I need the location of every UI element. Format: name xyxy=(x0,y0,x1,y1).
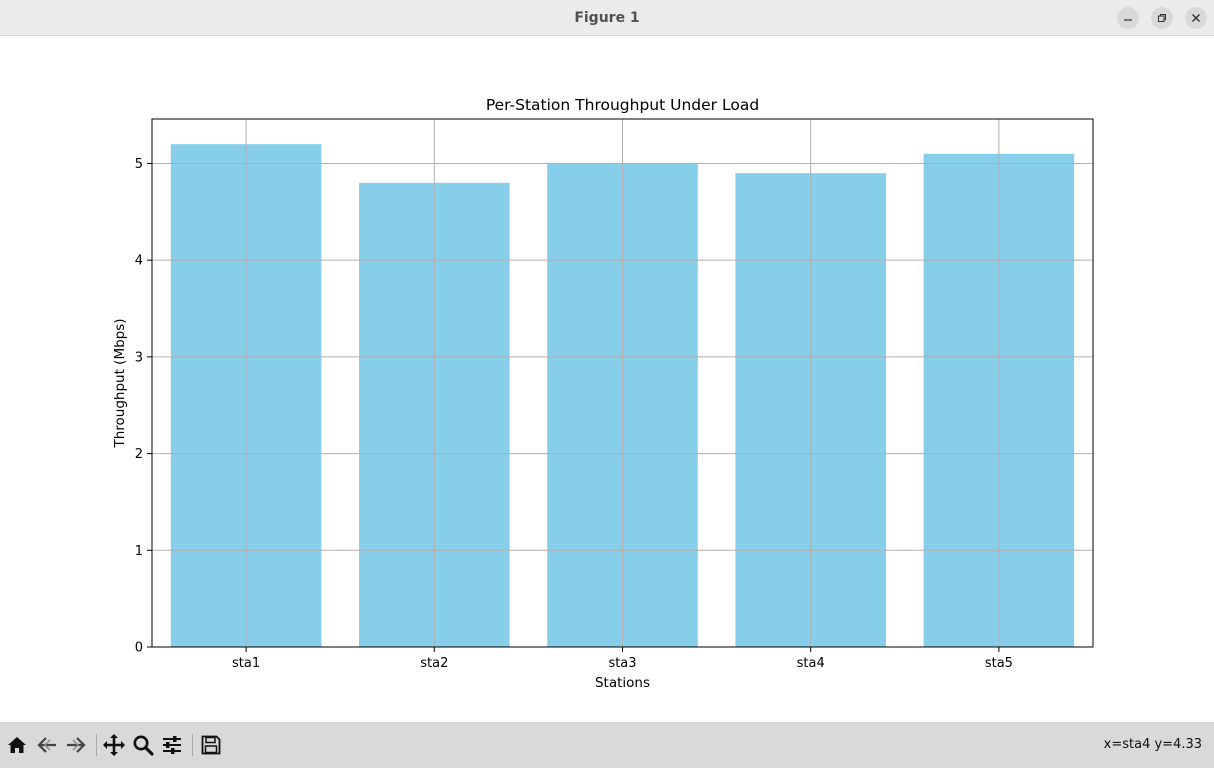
window-titlebar: Figure 1 xyxy=(0,0,1214,36)
x-tick-label: sta4 xyxy=(797,656,825,671)
save-button[interactable] xyxy=(198,732,224,758)
home-button[interactable] xyxy=(4,732,30,758)
navigation-toolbar: x=sta4 y=4.33 xyxy=(0,722,1214,768)
forward-button[interactable] xyxy=(63,732,89,758)
y-tick-label: 0 xyxy=(135,641,143,656)
minimize-icon xyxy=(1124,19,1132,21)
move-icon xyxy=(103,734,125,756)
back-arrow-icon xyxy=(37,737,56,753)
y-tick-label: 3 xyxy=(135,350,143,365)
y-axis-label: Throughput (Mbps) xyxy=(112,318,128,448)
x-tick-label: sta1 xyxy=(232,656,260,671)
back-button[interactable] xyxy=(34,732,60,758)
window-title: Figure 1 xyxy=(574,10,640,26)
forward-arrow-icon xyxy=(67,737,86,753)
y-tick-label: 4 xyxy=(135,254,143,269)
x-tick-label: sta5 xyxy=(985,656,1013,671)
save-disk-icon xyxy=(201,735,221,755)
magnifier-icon xyxy=(133,735,154,756)
y-tick-label: 2 xyxy=(135,447,143,462)
figure-canvas[interactable]: 0 1 2 3 4 5 sta1 sta2 sta3 sta4 sta5 Per-Station Th… xyxy=(0,37,1214,722)
restore-icon xyxy=(1158,14,1166,22)
x-tick-label: sta2 xyxy=(420,656,448,671)
minimize-button[interactable] xyxy=(1117,7,1139,29)
x-tick-label: sta3 xyxy=(608,656,636,671)
maximize-button[interactable] xyxy=(1151,7,1173,29)
bar-chart: 0 1 2 3 4 5 sta1 sta2 sta3 sta4 sta5 Per-Station Th… xyxy=(112,96,1094,691)
toolbar-separator xyxy=(192,734,193,756)
chart-title: Per-Station Throughput Under Load xyxy=(486,96,759,114)
zoom-button[interactable] xyxy=(130,732,156,758)
close-button[interactable] xyxy=(1185,7,1207,29)
cursor-coordinates: x=sta4 y=4.33 xyxy=(1103,737,1202,752)
sliders-icon xyxy=(163,736,181,754)
close-icon xyxy=(1192,14,1200,22)
configure-subplots-button[interactable] xyxy=(159,732,185,758)
x-axis-label: Stations xyxy=(595,675,650,691)
y-tick-label: 5 xyxy=(135,157,143,172)
home-icon xyxy=(8,737,26,753)
y-tick-label: 1 xyxy=(135,544,143,559)
toolbar-separator xyxy=(96,734,97,756)
pan-button[interactable] xyxy=(101,732,127,758)
